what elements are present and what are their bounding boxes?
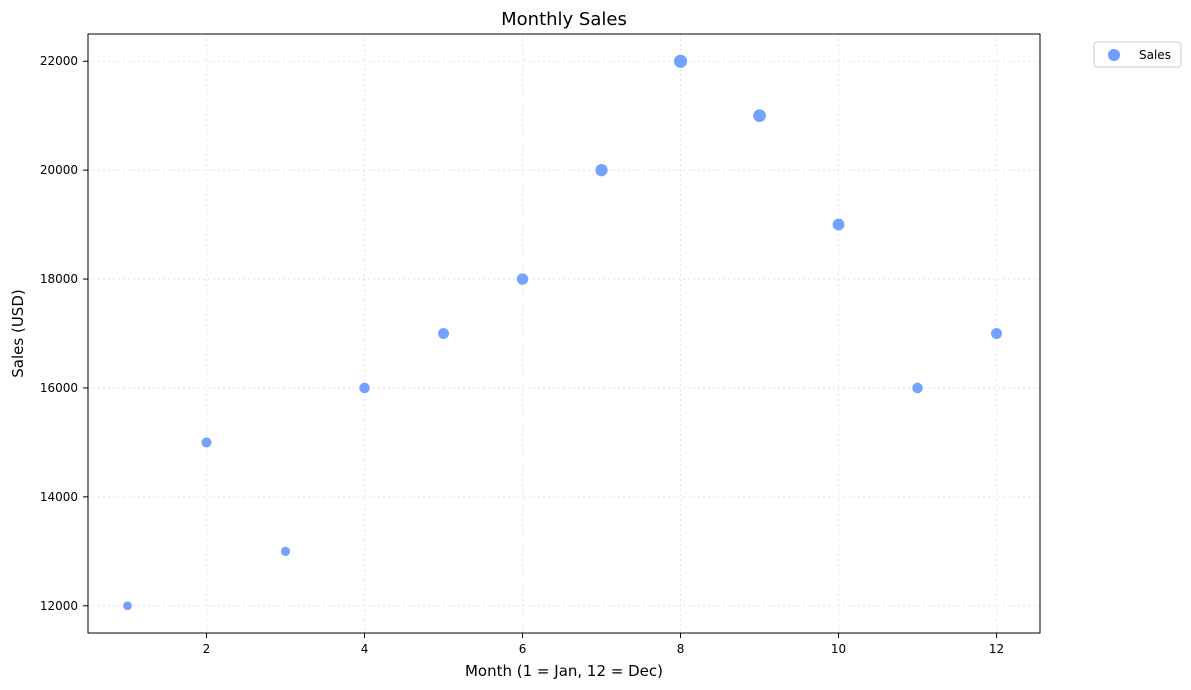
- axis-ticks: 2 4 6 8 10 12 12000 14000 16000 18000 20000 22000: [40, 54, 1004, 656]
- y-tick-label: 22000: [40, 54, 78, 68]
- data-point: [594, 163, 609, 178]
- data-points: [122, 53, 1003, 611]
- y-tick-label: 12000: [40, 599, 78, 613]
- x-axis-label: Month (1 = Jan, 12 = Dec): [465, 662, 663, 680]
- grid: [88, 34, 1040, 633]
- x-tick-label: 10: [831, 642, 846, 656]
- data-point: [673, 53, 688, 69]
- data-point: [831, 217, 846, 232]
- y-tick-label: 20000: [40, 163, 78, 177]
- data-point: [911, 381, 924, 395]
- legend-marker-sales: [1108, 49, 1120, 61]
- y-axis-label: Sales (USD): [9, 289, 27, 377]
- x-tick-label: 4: [361, 642, 369, 656]
- data-point: [122, 600, 133, 611]
- x-tick-label: 2: [203, 642, 211, 656]
- data-point: [990, 327, 1003, 340]
- x-tick-label: 6: [519, 642, 527, 656]
- data-point: [358, 381, 371, 395]
- plot-area-frame: [87, 33, 1041, 634]
- chart-title: Monthly Sales: [501, 9, 627, 30]
- legend-label-sales: Sales: [1139, 48, 1171, 62]
- data-point: [280, 545, 291, 557]
- y-tick-label: 16000: [40, 381, 78, 395]
- legend-box: [1093, 41, 1182, 68]
- y-tick-label: 14000: [40, 490, 78, 504]
- y-tick-label: 18000: [40, 272, 78, 286]
- data-point: [516, 272, 530, 286]
- data-point: [200, 436, 213, 449]
- x-tick-label: 8: [677, 642, 685, 656]
- data-point: [437, 327, 450, 340]
- data-point: [752, 108, 767, 123]
- x-tick-label: 12: [989, 642, 1004, 656]
- legend: Sales: [1093, 41, 1182, 68]
